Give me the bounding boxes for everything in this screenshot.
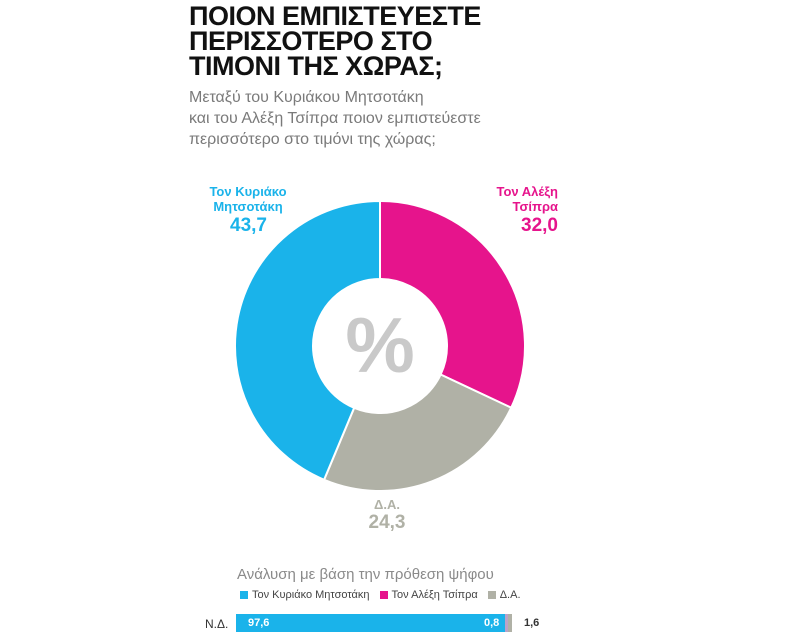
slice-label-line: Τον Αλέξη bbox=[496, 184, 559, 199]
donut-slice-mitsotakis bbox=[234, 199, 381, 482]
subtitle-line: Μεταξύ του Κυριάκου Μητσοτάκη bbox=[189, 89, 424, 106]
legend-swatch bbox=[379, 591, 388, 599]
subtitle-line: περισσότερο στο τιμόνι της χώρας; bbox=[189, 131, 436, 148]
chart-subtitle: Μεταξύ του Κυριάκου Μητσοτάκη και του Αλ… bbox=[189, 87, 549, 150]
legend-label: Τον Κυριάκο Μητσοτάκη bbox=[252, 589, 370, 601]
slice-label-line: Μητσοτάκη bbox=[213, 199, 283, 214]
slice-label-mitsotakis: Τον Κυριάκο Μητσοτάκη bbox=[208, 184, 288, 214]
slice-label-tsipras: Τον Αλέξη Τσίπρα bbox=[478, 184, 559, 214]
slice-value-mitsotakis: 43,7 bbox=[230, 215, 267, 236]
legend-label: Δ.Α. bbox=[499, 589, 521, 601]
slice-label-line: Τον Κυριάκο bbox=[209, 184, 287, 199]
slice-value-da: 24,3 bbox=[368, 512, 406, 533]
legend-swatch bbox=[240, 591, 248, 599]
bar-segment-tsipras bbox=[504, 614, 508, 632]
bar-value-da: 1,6 bbox=[524, 617, 540, 629]
stacked-bar bbox=[236, 614, 512, 632]
breakdown-legend: Τον Κυριάκο Μητσοτάκη Τον Αλέξη Τσίπρα Δ… bbox=[240, 588, 531, 602]
breakdown-title: Ανάλυση με βάση την πρόθεση ψήφου bbox=[237, 566, 494, 583]
chart-title: ΠΟΙΟΝ ΕΜΠΙΣΤΕΥΕΣΤΕ ΠΕΡΙΣΣΟΤΕΡΟ ΣΤΟ ΤΙΜΟΝ… bbox=[189, 1, 549, 81]
donut-chart: % bbox=[234, 199, 526, 492]
legend-label: Τον Αλέξη Τσίπρα bbox=[391, 589, 478, 601]
subtitle-line: και του Αλέξη Τσίπρα ποιον εμπιστεύεστε bbox=[189, 110, 481, 127]
bar-segment-da bbox=[507, 614, 512, 632]
legend-item-mitsotakis: Τον Κυριάκο Μητσοτάκη bbox=[240, 589, 370, 601]
bar-row-label: Ν.Δ. bbox=[205, 617, 229, 631]
legend-swatch bbox=[487, 591, 496, 599]
percent-icon: % bbox=[345, 301, 414, 389]
title-line: ΤΙΜΟΝΙ ΤΗΣ ΧΩΡΑΣ; bbox=[189, 51, 443, 81]
title-line: ΠΕΡΙΣΣΟΤΕΡΟ ΣΤΟ bbox=[189, 26, 433, 56]
donut-slice-da bbox=[322, 373, 513, 492]
bar-value-tsipras: 0,8 bbox=[484, 617, 500, 629]
slice-value-tsipras: 32,0 bbox=[521, 215, 558, 236]
slice-label-line: Τσίπρα bbox=[512, 199, 558, 214]
legend-item-da: Δ.Α. bbox=[487, 589, 521, 601]
title-line: ΠΟΙΟΝ ΕΜΠΙΣΤΕΥΕΣΤΕ bbox=[189, 1, 481, 31]
legend-item-tsipras: Τον Αλέξη Τσίπρα bbox=[379, 589, 478, 601]
bar-value-mitsotakis: 97,6 bbox=[248, 617, 270, 629]
donut-slice-tsipras bbox=[379, 199, 526, 410]
slice-label-da: Δ.Α. bbox=[374, 497, 400, 512]
bar-segment-mitsotakis bbox=[236, 614, 505, 632]
